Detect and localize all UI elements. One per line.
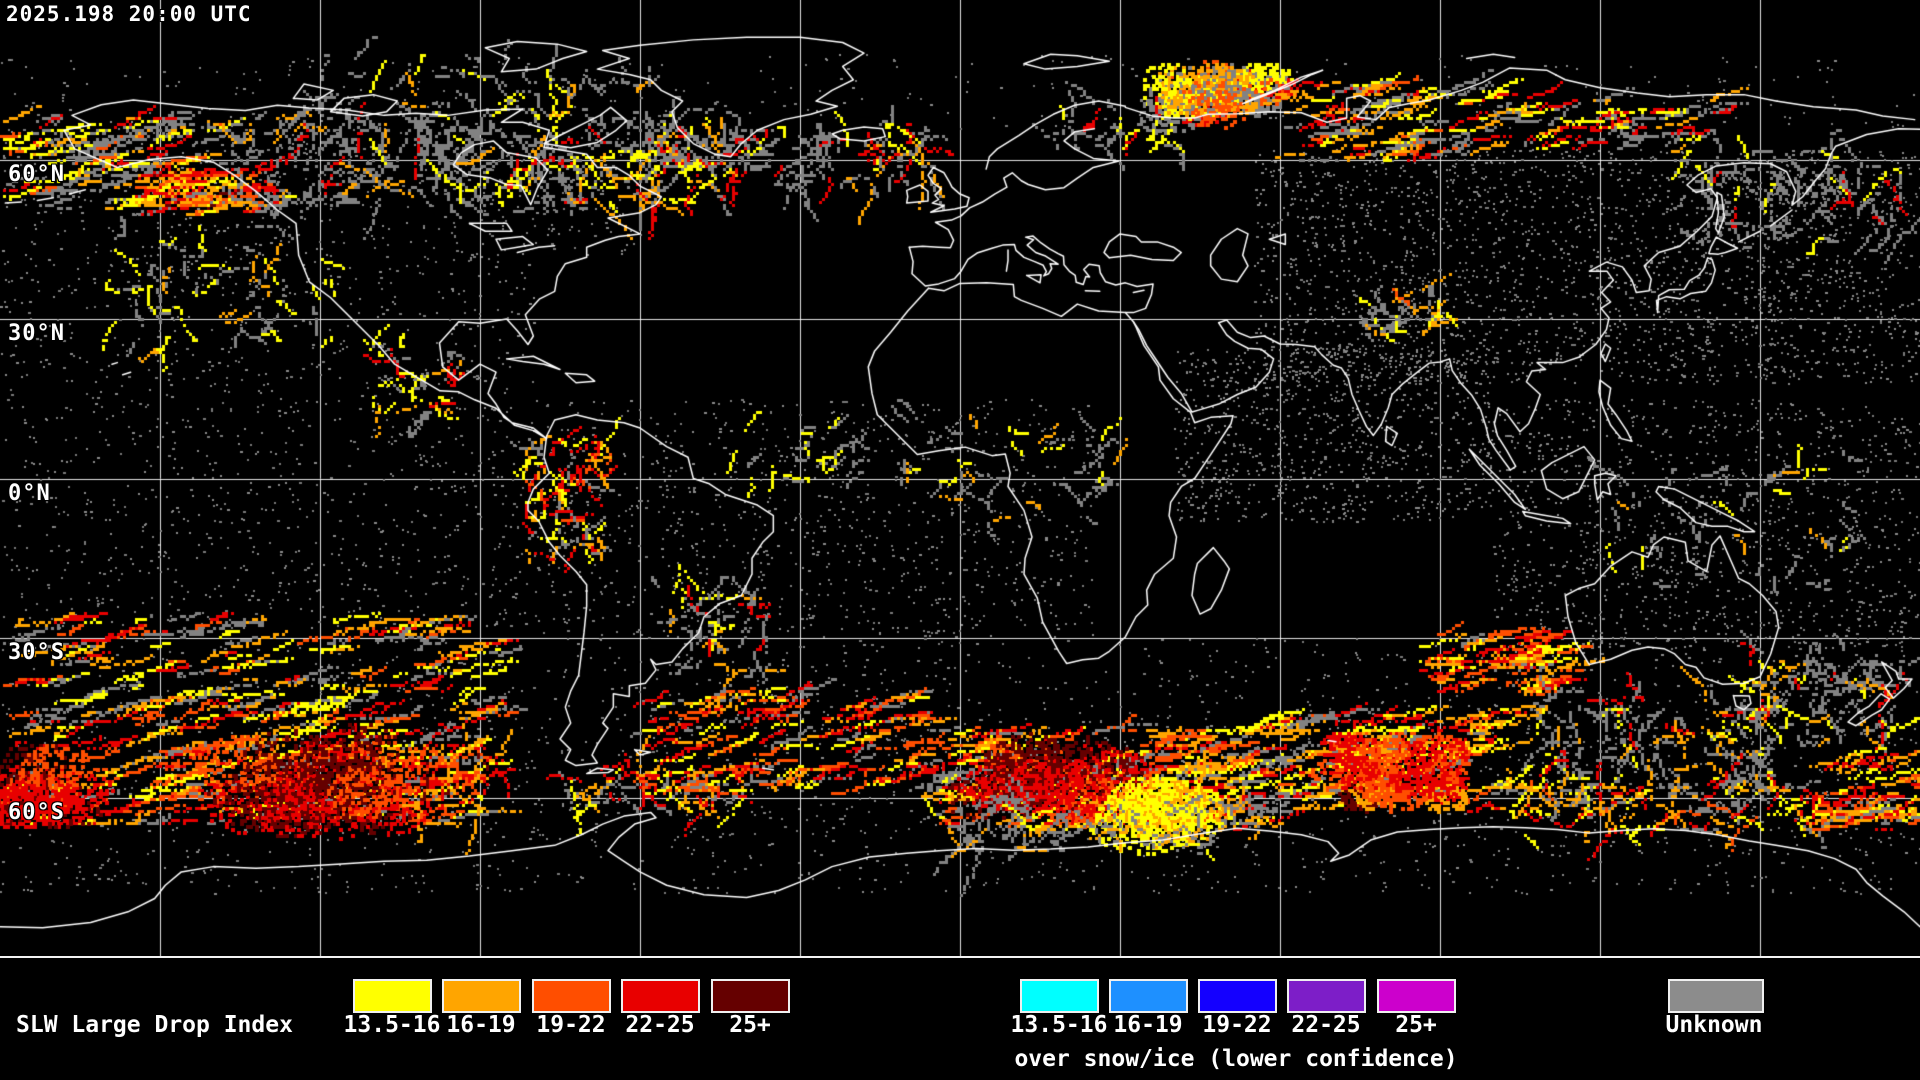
lat-label-60n: 60°N xyxy=(8,162,65,187)
legend-subtitle: over snow/ice (lower confidence) xyxy=(1014,1046,1458,1072)
legend-swatch-clear-16-19 xyxy=(442,979,521,1013)
legend-label-clear-13.5-16: 13.5-16 xyxy=(343,1012,441,1038)
legend-label-unknown: Unknown xyxy=(1665,1012,1763,1038)
legend-swatch-clear-19-22 xyxy=(532,979,611,1013)
legend-label-clear-19-22: 19-22 xyxy=(536,1012,606,1038)
timestamp: 2025.198 20:00 UTC xyxy=(6,2,252,26)
map-canvas xyxy=(0,0,1920,957)
legend-label-snow-13.5-16: 13.5-16 xyxy=(1010,1012,1108,1038)
legend-label-clear-25plus: 25+ xyxy=(729,1012,771,1038)
legend-label-snow-22-25: 22-25 xyxy=(1291,1012,1361,1038)
legend-title: SLW Large Drop Index xyxy=(16,1012,293,1038)
legend-swatch-snow-19-22 xyxy=(1198,979,1277,1013)
legend-label-clear-16-19: 16-19 xyxy=(446,1012,516,1038)
legend-label-clear-22-25: 22-25 xyxy=(625,1012,695,1038)
legend-swatch-snow-13.5-16 xyxy=(1020,979,1099,1013)
lat-label-30n: 30°N xyxy=(8,321,65,346)
lat-label-0n: 0°N xyxy=(8,481,51,506)
legend: SLW Large Drop Index 13.5-16 16-19 19-22… xyxy=(0,956,1920,1080)
legend-label-snow-16-19: 16-19 xyxy=(1113,1012,1183,1038)
world-map: 2025.198 20:00 UTC 60°N 30°N 0°N 30°S 60… xyxy=(0,0,1920,957)
legend-swatch-unknown xyxy=(1668,979,1764,1013)
legend-label-snow-25plus: 25+ xyxy=(1395,1012,1437,1038)
legend-swatch-clear-25plus xyxy=(711,979,790,1013)
lat-label-60s: 60°S xyxy=(8,800,65,825)
legend-swatch-clear-22-25 xyxy=(621,979,700,1013)
legend-swatch-snow-22-25 xyxy=(1287,979,1366,1013)
legend-label-snow-19-22: 19-22 xyxy=(1202,1012,1272,1038)
legend-swatch-clear-13.5-16 xyxy=(353,979,432,1013)
legend-swatch-snow-25plus xyxy=(1377,979,1456,1013)
lat-label-30s: 30°S xyxy=(8,640,65,665)
legend-swatch-snow-16-19 xyxy=(1109,979,1188,1013)
